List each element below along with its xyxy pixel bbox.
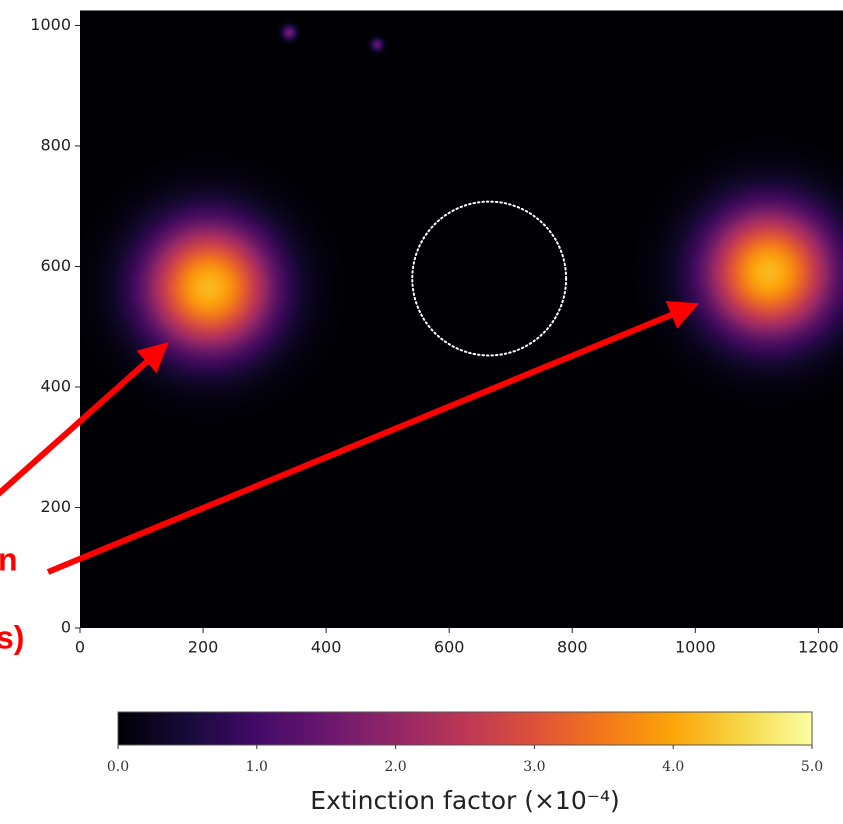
x-tick-label: 400 [311, 638, 342, 657]
y-tick-label: 800 [40, 135, 71, 154]
colorbar-label: Extinction factor (×10⁻⁴) [310, 786, 619, 815]
x-tick-label: 1200 [798, 638, 839, 657]
colorbar-tick-label: 4.0 [662, 759, 684, 775]
x-tick-label: 600 [434, 638, 465, 657]
blob [71, 149, 348, 426]
spot [364, 32, 390, 58]
annotation: n [0, 541, 18, 577]
x-tick-label: 1000 [675, 638, 716, 657]
y-tick-label: 600 [40, 256, 71, 275]
y-tick-label: 400 [40, 376, 71, 395]
colorbar-tick-label: 5.0 [801, 759, 823, 775]
spot [274, 18, 304, 48]
x-tick-label: 800 [557, 638, 588, 657]
x-tick-label: 0 [75, 638, 85, 657]
y-tick-label: 0 [61, 618, 71, 637]
y-tick-label: 200 [40, 497, 71, 516]
y-tick-label: 1000 [30, 15, 71, 34]
colorbar [118, 712, 812, 745]
colorbar-tick-label: 3.0 [523, 759, 545, 775]
chart: n s) Extinction factor (×10⁻⁴) 0 200 400 60… [0, 0, 843, 824]
colorbar-tick-label: 1.0 [246, 759, 268, 775]
x-tick-label: 200 [188, 638, 219, 657]
colorbar-tick-label: 2.0 [384, 759, 406, 775]
colorbar-tick-label: 0.0 [107, 759, 129, 775]
annotation: s) [0, 619, 24, 655]
plot-area [71, 10, 843, 628]
